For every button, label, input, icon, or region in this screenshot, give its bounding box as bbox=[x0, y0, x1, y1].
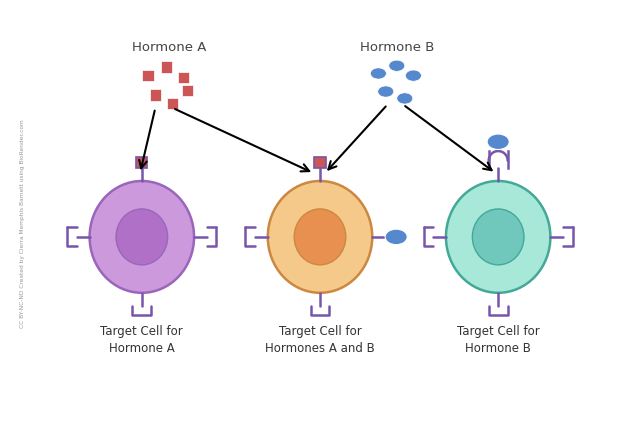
Circle shape bbox=[371, 68, 387, 79]
Text: Hormone A: Hormone A bbox=[132, 41, 207, 54]
Bar bbox=[314, 157, 326, 168]
Bar bbox=[142, 70, 154, 81]
Circle shape bbox=[389, 60, 404, 71]
Text: CC BY-NC-ND Created by Cierra Memphis Barnett using BioRender.com: CC BY-NC-ND Created by Cierra Memphis Ba… bbox=[20, 120, 25, 328]
Text: Hormone B: Hormone B bbox=[360, 41, 434, 54]
Ellipse shape bbox=[90, 181, 194, 293]
Text: Target Cell for
Hormones A and B: Target Cell for Hormones A and B bbox=[265, 325, 375, 355]
Bar bbox=[161, 61, 172, 73]
Ellipse shape bbox=[116, 209, 168, 265]
Ellipse shape bbox=[294, 209, 346, 265]
Circle shape bbox=[397, 93, 413, 104]
Bar bbox=[167, 98, 178, 109]
Text: Target Cell for
Hormone A: Target Cell for Hormone A bbox=[100, 325, 183, 355]
Bar bbox=[150, 90, 161, 100]
Ellipse shape bbox=[268, 181, 372, 293]
Circle shape bbox=[378, 86, 394, 97]
Ellipse shape bbox=[446, 181, 550, 293]
Ellipse shape bbox=[472, 209, 524, 265]
Text: Target Cell for
Hormone B: Target Cell for Hormone B bbox=[457, 325, 540, 355]
Bar bbox=[182, 85, 193, 96]
Circle shape bbox=[487, 134, 509, 150]
Bar bbox=[178, 72, 189, 83]
Bar bbox=[136, 157, 147, 168]
Circle shape bbox=[405, 70, 421, 81]
Circle shape bbox=[385, 229, 407, 245]
